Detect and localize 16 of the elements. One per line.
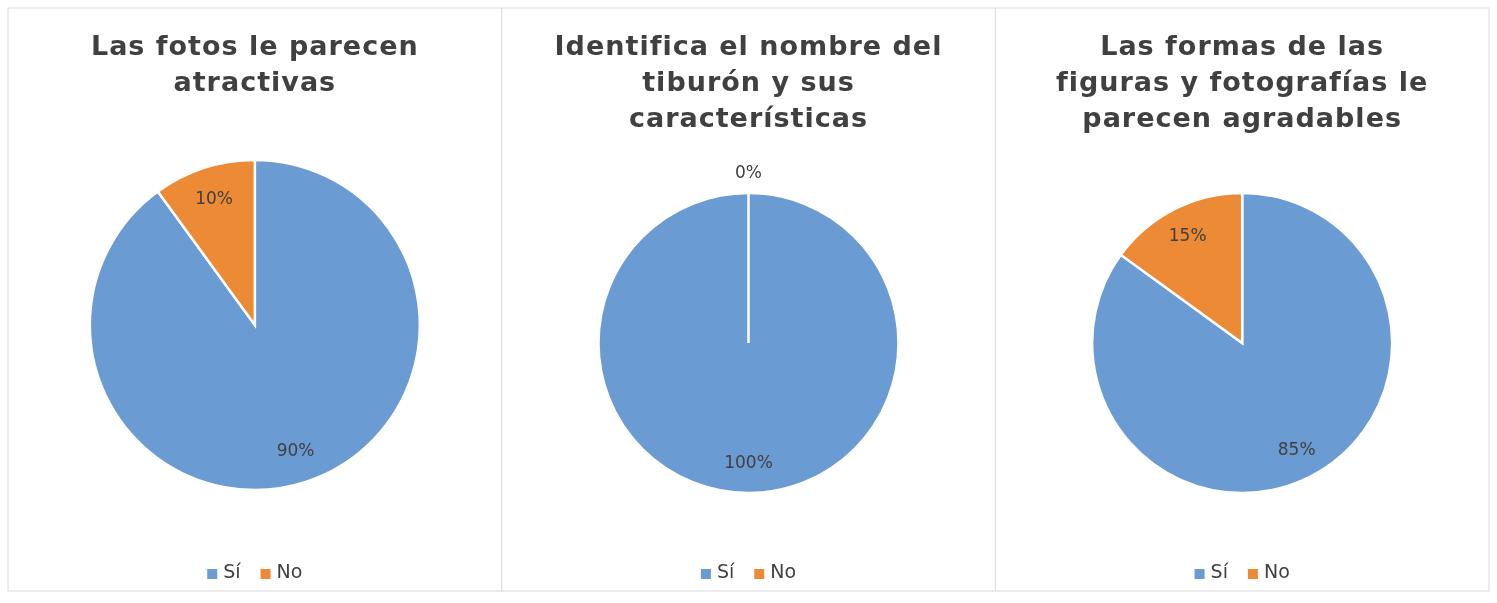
pie-slice bbox=[1090, 191, 1394, 495]
data-label: 15% bbox=[1168, 225, 1207, 246]
legend-label: No bbox=[770, 560, 797, 582]
legend-label: Sí bbox=[716, 560, 735, 582]
legend-label: No bbox=[1263, 560, 1290, 582]
legend-label: Sí bbox=[1210, 560, 1229, 582]
data-label: 10% bbox=[195, 188, 233, 209]
text: 0% bbox=[735, 162, 762, 182]
chart-title: Las formas de las figuras y fotografías le parecen agradables bbox=[1055, 30, 1429, 133]
legend-label: No bbox=[276, 560, 303, 582]
chart-title: Identifica el nombre del tiburón y sus características bbox=[554, 30, 943, 133]
chart-title: Las fotos le parecen atractivas bbox=[90, 30, 419, 97]
data-label: 100% bbox=[724, 452, 773, 472]
data-label: 90% bbox=[276, 439, 315, 460]
data-label: 85% bbox=[1277, 438, 1316, 459]
legend-label: Sí bbox=[223, 560, 242, 582]
